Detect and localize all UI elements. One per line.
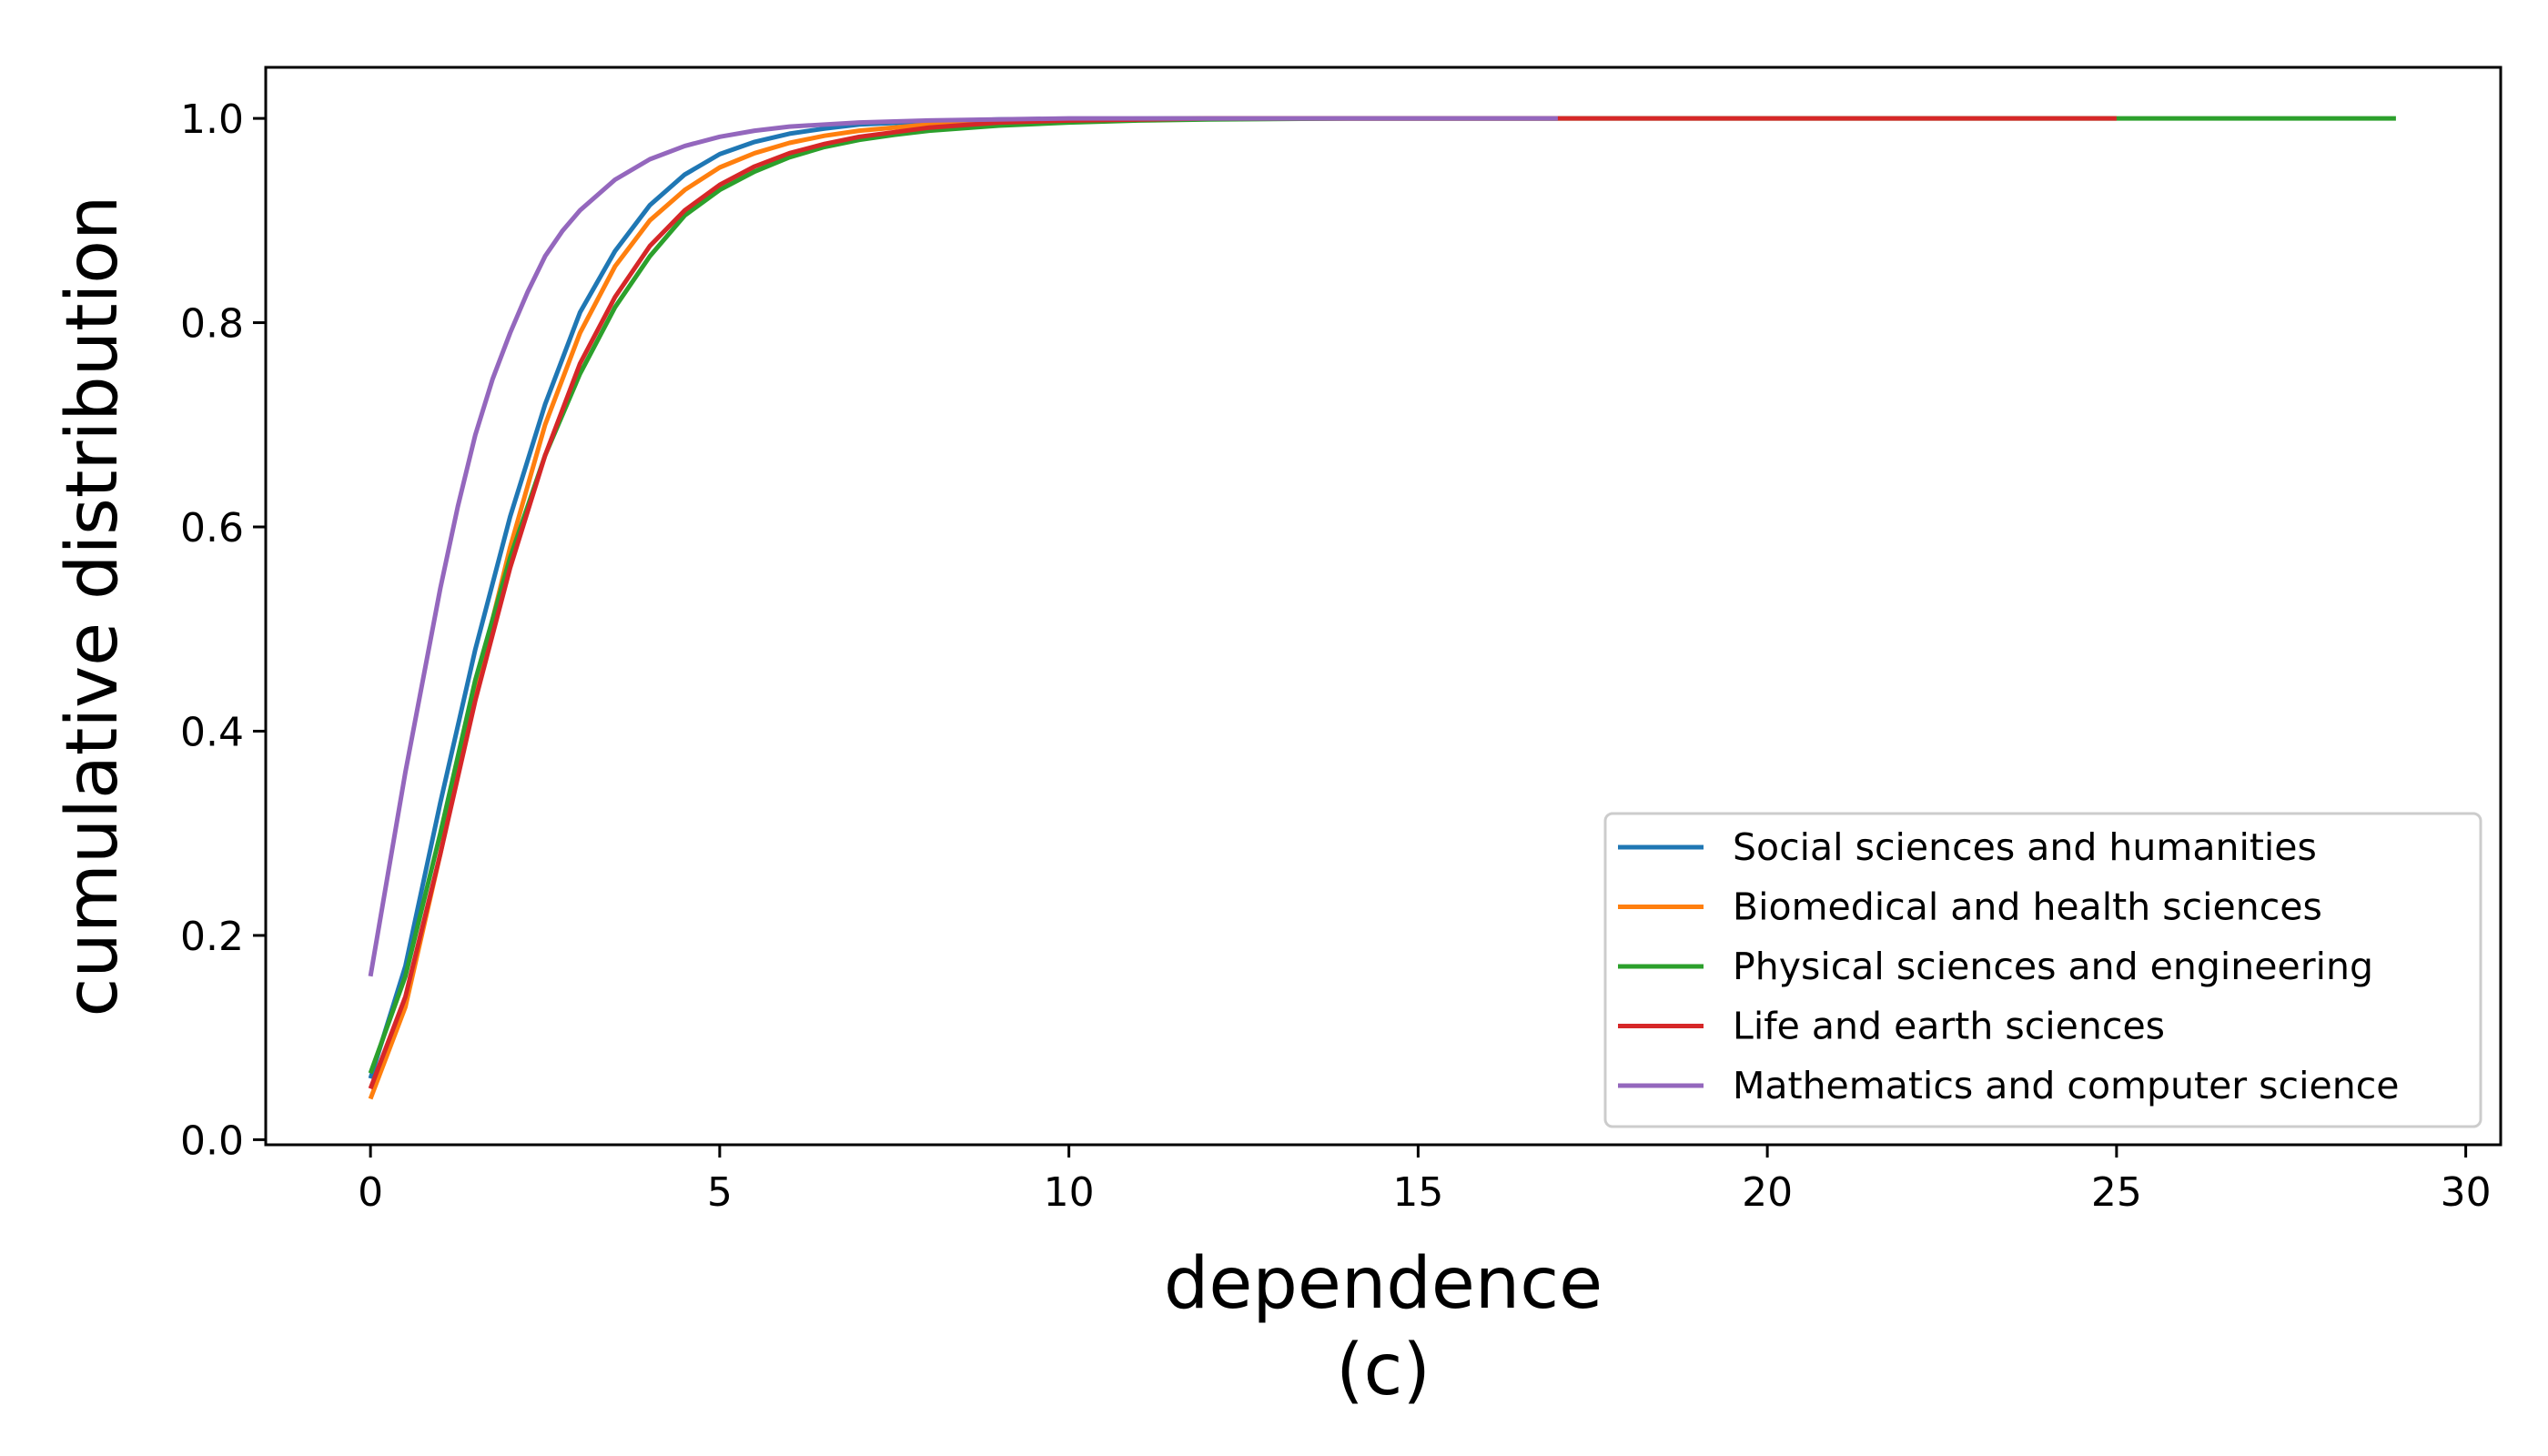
figure-caption: (c) bbox=[1336, 1330, 1431, 1411]
x-axis-label: dependence bbox=[1164, 1243, 1603, 1325]
y-axis-ticks: 0.0 0.2 0.4 0.6 0.8 1.0 bbox=[180, 96, 266, 1164]
x-tick-label: 20 bbox=[1742, 1169, 1793, 1216]
series-line-1 bbox=[368, 116, 1558, 1100]
legend-items: Social sciences and humanities Biomedical… bbox=[1618, 825, 2399, 1107]
legend-label: Social sciences and humanities bbox=[1733, 825, 2317, 869]
legend-label: Physical sciences and engineering bbox=[1733, 945, 2373, 988]
x-tick-label: 5 bbox=[707, 1169, 733, 1216]
x-tick-label: 15 bbox=[1392, 1169, 1443, 1216]
x-tick-label: 10 bbox=[1044, 1169, 1095, 1216]
y-tick-label: 0.8 bbox=[180, 301, 244, 348]
series-lines bbox=[368, 116, 2396, 1100]
x-axis-ticks: 0 5 10 15 20 25 30 bbox=[358, 1145, 2492, 1216]
y-tick-label: 0.0 bbox=[180, 1117, 244, 1164]
y-tick-label: 0.2 bbox=[180, 914, 244, 960]
legend-label: Mathematics and computer science bbox=[1733, 1064, 2399, 1107]
x-tick-label: 0 bbox=[358, 1169, 383, 1216]
y-tick-label: 0.4 bbox=[180, 709, 244, 755]
legend-label: Life and earth sciences bbox=[1733, 1005, 2165, 1048]
y-tick-label: 1.0 bbox=[180, 96, 244, 143]
plot-frame bbox=[264, 66, 2502, 1147]
x-tick-label: 30 bbox=[2441, 1169, 2492, 1216]
series-line-4 bbox=[368, 116, 1558, 977]
series-line-0 bbox=[368, 116, 1558, 1079]
legend: Social sciences and humanities Biomedical… bbox=[1603, 812, 2482, 1128]
legend-label: Biomedical and health sciences bbox=[1733, 885, 2322, 929]
x-tick-label: 25 bbox=[2091, 1169, 2142, 1216]
y-tick-label: 0.6 bbox=[180, 505, 244, 551]
y-axis-label: cumulative distribution bbox=[52, 196, 134, 1017]
legend-box bbox=[1603, 812, 2482, 1128]
